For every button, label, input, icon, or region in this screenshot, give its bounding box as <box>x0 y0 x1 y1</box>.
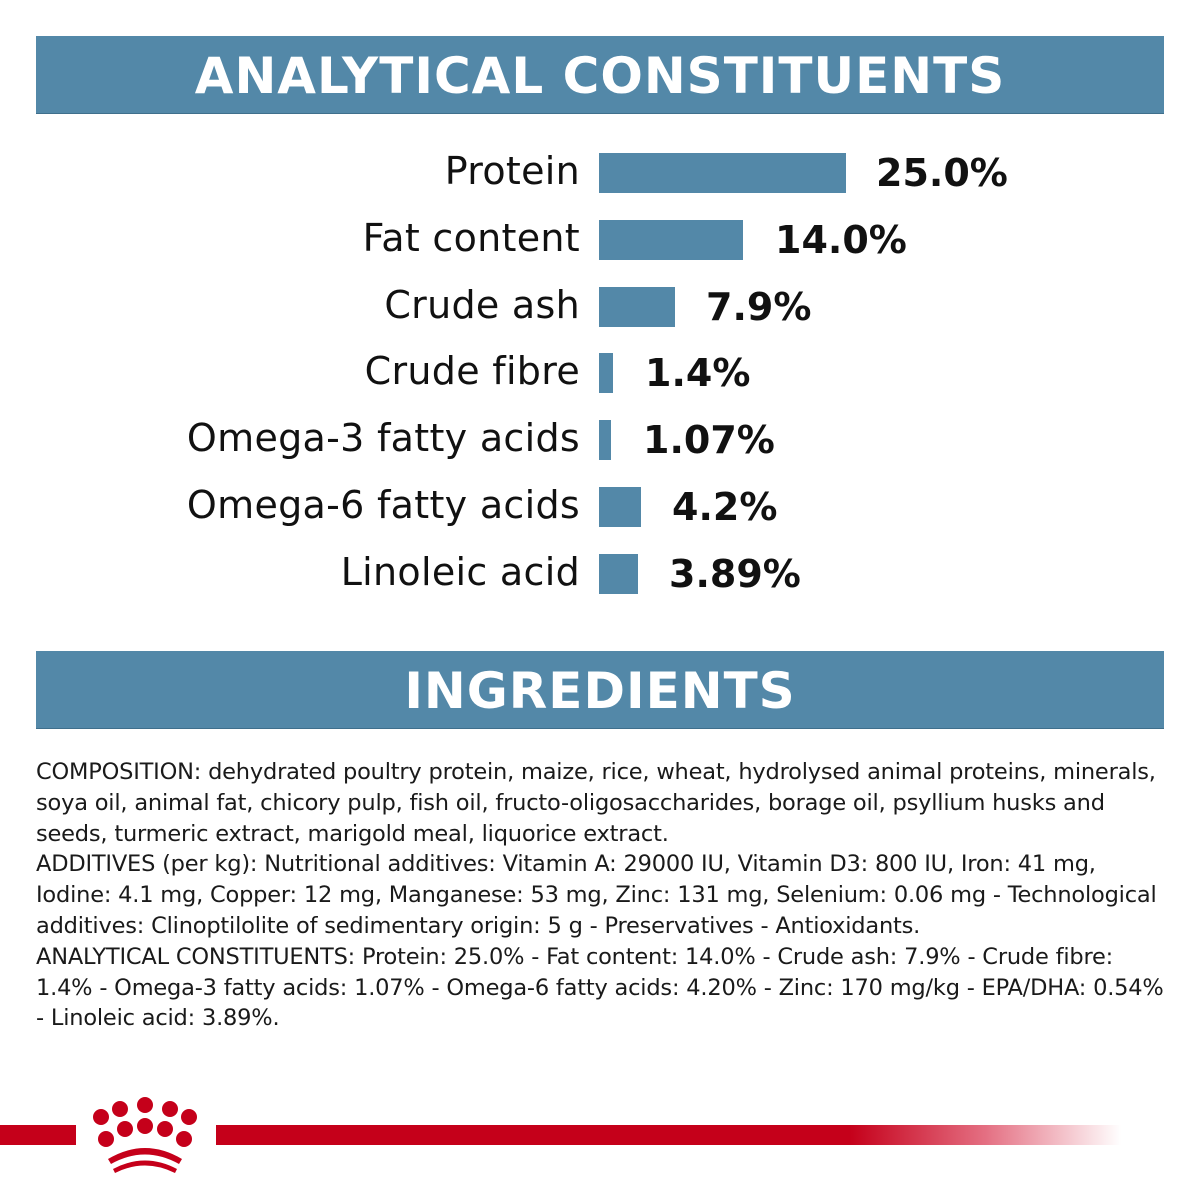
chart-row: Linoleic acid 3.89% <box>0 550 1200 596</box>
bar-value: 14.0% <box>775 218 907 262</box>
bar <box>599 353 613 393</box>
chart-row: Omega-3 fatty acids 1.07% <box>0 416 1200 462</box>
ingredients-text: COMPOSITION: dehydrated poultry protein,… <box>36 757 1166 1034</box>
bar <box>599 220 743 260</box>
bar-value: 3.89% <box>669 552 801 596</box>
chart-row: Omega-6 fatty acids 4.2% <box>0 483 1200 529</box>
bar-value: 4.2% <box>672 485 778 529</box>
bar <box>599 554 638 594</box>
bar <box>599 153 846 193</box>
bar-label: Fat content <box>362 216 580 260</box>
chart-row: Crude ash 7.9% <box>0 283 1200 329</box>
bar-value: 1.4% <box>645 351 751 395</box>
constituents-bar-chart: Protein 25.0% Fat content 14.0% Crude as… <box>0 149 1200 596</box>
section-title: ANALYTICAL CONSTITUENTS <box>194 47 1006 105</box>
ingredients-banner: INGREDIENTS <box>36 651 1164 728</box>
bar-label: Crude ash <box>384 283 580 327</box>
bar <box>599 287 675 327</box>
section-title: INGREDIENTS <box>404 662 796 720</box>
bar <box>599 420 611 460</box>
bar-label: Crude fibre <box>364 349 580 393</box>
bar <box>599 487 641 527</box>
chart-row: Protein 25.0% <box>0 149 1200 195</box>
red-stripe-right <box>216 1125 1121 1145</box>
bar-label: Omega-6 fatty acids <box>186 483 580 527</box>
additives-paragraph: ADDITIVES (per kg): Nutritional additive… <box>36 851 1157 939</box>
brand-footer <box>0 1095 1200 1175</box>
bar-label: Omega-3 fatty acids <box>186 416 580 460</box>
bar-value: 1.07% <box>643 418 775 462</box>
bar-value: 7.9% <box>706 285 812 329</box>
bar-value: 25.0% <box>876 151 1008 195</box>
bar-label: Protein <box>444 149 580 193</box>
red-stripe-left <box>0 1125 76 1145</box>
chart-row: Fat content 14.0% <box>0 216 1200 262</box>
crown-icon <box>93 1097 197 1173</box>
analytical-constituents-banner: ANALYTICAL CONSTITUENTS <box>36 36 1164 113</box>
chart-row: Crude fibre 1.4% <box>0 349 1200 395</box>
composition-paragraph: COMPOSITION: dehydrated poultry protein,… <box>36 759 1156 847</box>
bar-label: Linoleic acid <box>340 550 580 594</box>
analytical-paragraph: ANALYTICAL CONSTITUENTS: Protein: 25.0% … <box>36 943 1164 1032</box>
